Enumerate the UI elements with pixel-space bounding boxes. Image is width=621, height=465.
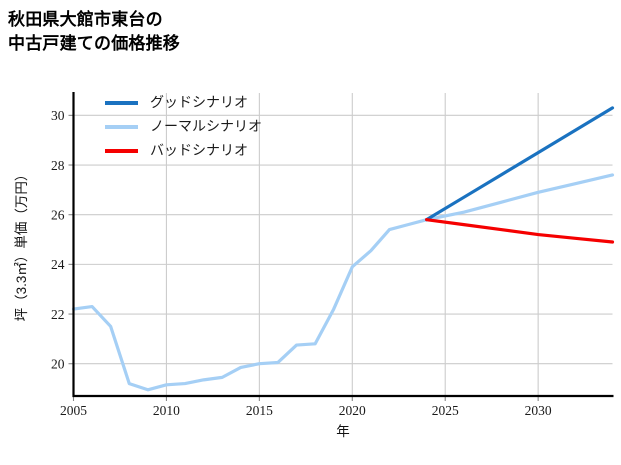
x-tick-label: 2015 xyxy=(246,403,273,418)
series-line-バッドシナリオ xyxy=(425,218,615,244)
x-tick-label: 2005 xyxy=(60,403,87,418)
series-line-グッドシナリオ xyxy=(425,106,615,222)
axis-spine xyxy=(72,92,614,398)
tick-labels: 20 22 24 26 28 30 2005 2010 2015 2020 2025 2030 xyxy=(51,108,552,418)
chart-title: 秋田県大館市東台の 中古戸建ての価格推移 xyxy=(8,10,180,54)
series-line-ノーマルシナリオ xyxy=(71,173,615,392)
x-tick-label: 2025 xyxy=(432,403,459,418)
legend-label-2: バッドシナリオ xyxy=(150,144,248,159)
x-tick-label: 2020 xyxy=(339,403,366,418)
y-tick-label: 20 xyxy=(51,357,65,372)
y-tick-label: 26 xyxy=(51,207,65,222)
axis-titles: 年 坪（3.3㎡）単価（万円） xyxy=(14,168,350,439)
y-tick-label: 22 xyxy=(51,307,65,322)
legend-label-0: グッドシナリオ xyxy=(150,95,248,111)
data-series-group xyxy=(71,106,615,392)
y-tick-label: 24 xyxy=(51,257,65,272)
axis-lines xyxy=(72,92,614,398)
y-axis-title: 坪（3.3㎡）単価（万円） xyxy=(14,168,29,322)
x-axis-title: 年 xyxy=(336,424,350,439)
y-tick-label: 30 xyxy=(51,108,65,123)
gridlines xyxy=(72,93,613,396)
x-tick-label: 2010 xyxy=(153,403,180,418)
legend-label-1: ノーマルシナリオ xyxy=(150,120,262,135)
y-tick-label: 28 xyxy=(51,158,65,173)
tick-marks xyxy=(68,114,539,401)
x-tick-label: 2030 xyxy=(525,403,552,418)
